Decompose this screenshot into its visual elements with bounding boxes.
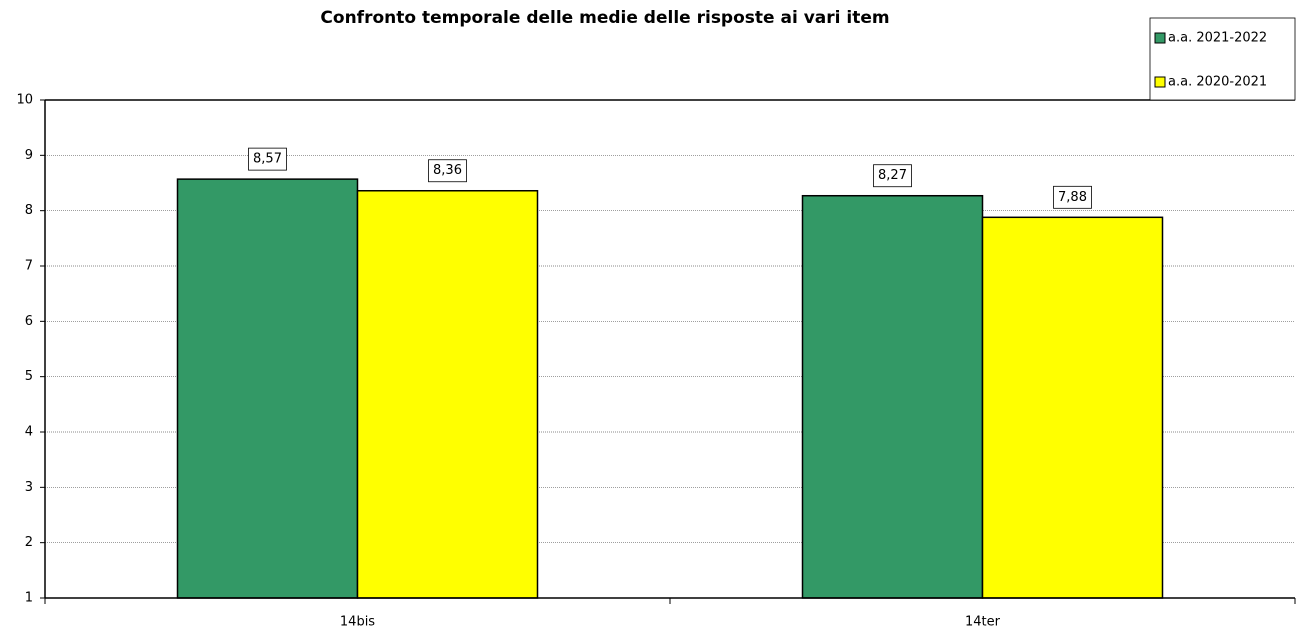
value-label-box [428,159,467,183]
value-label-box [248,147,287,171]
value-label: 8,27 [878,168,907,183]
x-tick-label: 14bis [340,615,375,630]
bar [176,178,359,599]
y-tick-label: 4 [25,425,33,440]
legend-swatch [1154,32,1166,44]
y-tick-label: 10 [16,93,33,108]
bar [801,194,984,599]
y-tick-label: 6 [25,314,33,329]
y-tick-label: 7 [25,259,33,274]
value-label: 8,36 [433,163,462,178]
y-tick-label: 1 [25,591,33,606]
y-tick-label: 2 [25,535,33,550]
bar [981,216,1164,599]
y-tick-label: 3 [25,480,33,495]
chart-title: Confronto temporale delle medie delle ri… [320,8,889,28]
y-tick-label: 5 [25,369,33,384]
legend-label: a.a. 2021-2022 [1168,31,1267,46]
y-tick-label: 9 [25,148,33,163]
legend-swatch [1154,76,1166,88]
legend-box [1149,17,1296,101]
legend-label: a.a. 2020-2021 [1168,75,1267,90]
value-label: 7,88 [1058,190,1087,205]
value-label-box [1053,185,1092,209]
y-tick-label: 8 [25,203,33,218]
value-label: 8,57 [253,152,282,167]
bar [356,189,539,599]
x-tick-label: 14ter [965,615,1001,630]
value-label-box [873,164,912,188]
